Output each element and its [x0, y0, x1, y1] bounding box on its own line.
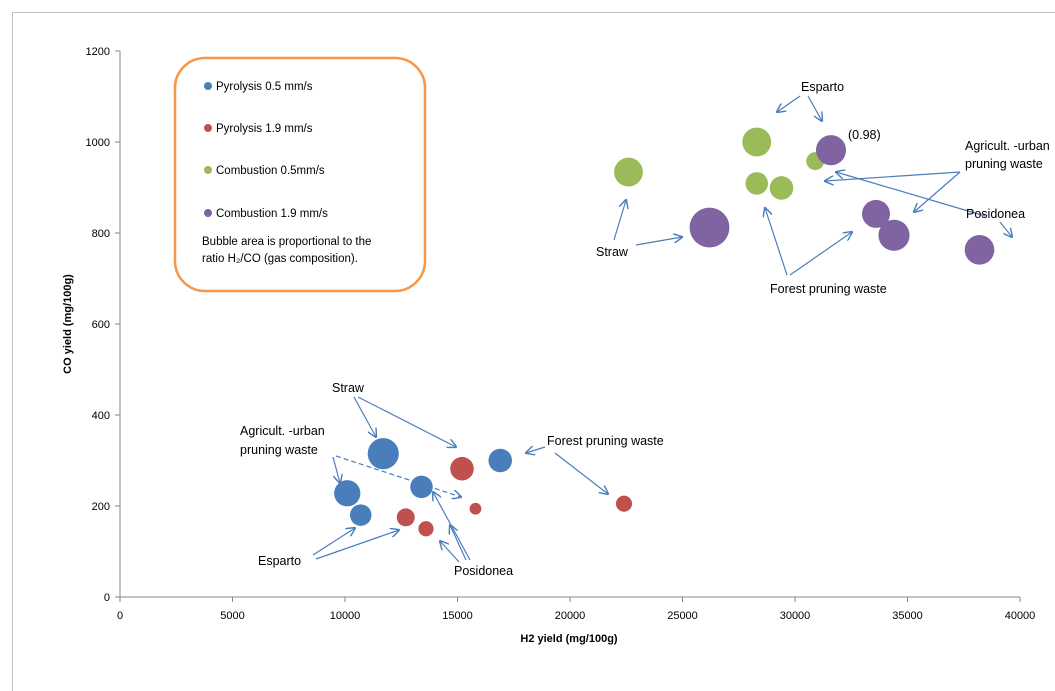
arrow-straw-top-1 — [613, 200, 626, 241]
bubble-series-1-point-4 — [615, 495, 633, 512]
y-tick-label: 1200 — [86, 46, 110, 58]
arrow-forest-top-1 — [765, 208, 788, 276]
y-tick-label: 600 — [92, 319, 110, 331]
y-tick-label: 1000 — [86, 137, 110, 149]
bubble-series-3-point-2 — [861, 199, 891, 228]
x-tick-label: 0 — [117, 610, 123, 622]
legend-marker-pyrolysis-05 — [204, 82, 212, 90]
legend-label-pyrolysis-19: Pyrolysis 1.9 mm/s — [216, 123, 313, 135]
arrow-esparto-bottom-2 — [315, 530, 399, 560]
arrow-agri-bottom-1 — [332, 456, 340, 483]
legend-marker-combustion-05 — [204, 166, 212, 174]
annotation-esparto-top: Esparto — [801, 80, 844, 94]
bubble-series-2-point-0 — [614, 157, 643, 187]
annotation-posidonea-top: Posidonea — [966, 207, 1025, 221]
legend-marker-combustion-19 — [204, 209, 212, 217]
annotation-forest-bottom: Forest pruning waste — [547, 434, 664, 448]
x-tick-label: 40000 — [1005, 610, 1036, 622]
bubble-series-3-point-4 — [964, 235, 995, 265]
annotation-straw-top: Straw — [596, 245, 629, 259]
bubble-series-0-point-2 — [350, 504, 372, 526]
arrow-posidonea-bottom-1 — [440, 541, 460, 563]
arrow-posidonea-top-2 — [999, 221, 1012, 237]
bubble-series-1-point-0 — [450, 456, 474, 481]
bubble-series-0-point-3 — [410, 475, 433, 499]
arrow-straw-bottom-1 — [353, 396, 376, 437]
y-tick-label: 800 — [92, 228, 110, 240]
annotation-ratio-098: (0.98) — [848, 128, 881, 142]
legend-box — [173, 56, 427, 293]
y-axis-title: CO yield (mg/100g) — [62, 274, 74, 374]
bubble-series-1-point-1 — [396, 508, 415, 527]
bubble-series-0-point-4 — [488, 448, 513, 473]
x-tick-label: 35000 — [892, 610, 923, 622]
annotations: Esparto (0.98) Agricult. -urban pruning … — [240, 80, 1053, 578]
arrow-straw-top-2 — [635, 237, 682, 246]
arrow-agri-bottom-2 — [335, 455, 461, 497]
bubble-series-0-point-0 — [367, 438, 399, 470]
bubbles — [334, 127, 995, 537]
arrow-forest-top-2 — [789, 232, 852, 276]
arrow-posidonea-bottom-3 — [433, 492, 471, 561]
bubble-series-2-point-3 — [769, 176, 794, 200]
x-tick-label: 5000 — [220, 610, 244, 622]
annotation-posidonea-bottom: Posidonea — [454, 564, 513, 578]
bubble-series-2-point-2 — [745, 172, 769, 195]
bubble-series-1-point-3 — [469, 502, 482, 515]
annotation-arrows — [312, 95, 1012, 563]
annotation-esparto-bottom: Esparto — [258, 554, 301, 568]
x-ticks: 0 5000 10000 15000 20000 25000 30000 35000 40000 — [117, 597, 1035, 622]
arrow-esparto-bottom-1 — [312, 528, 355, 556]
arrow-agri-top-1 — [825, 171, 961, 181]
legend-label-pyrolysis-05: Pyrolysis 0.5 mm/s — [216, 81, 313, 93]
y-tick-label: 200 — [92, 501, 110, 513]
arrow-esparto-top-1 — [777, 95, 801, 112]
chart-frame — [12, 12, 1055, 691]
bubble-series-3-point-0 — [689, 207, 730, 248]
x-tick-label: 25000 — [667, 610, 698, 622]
annotation-forest-top: Forest pruning waste — [770, 282, 887, 296]
legend-note: Bubble area is proportional to the ratio… — [202, 236, 375, 265]
x-tick-label: 15000 — [442, 610, 473, 622]
arrow-agri-top-2 — [914, 171, 961, 212]
annotation-straw-bottom: Straw — [332, 381, 365, 395]
x-tick-label: 30000 — [780, 610, 811, 622]
arrow-forest-bottom-1 — [526, 447, 546, 453]
arrow-posidonea-top-1 — [836, 172, 986, 217]
x-axis-title: H2 yield (mg/100g) — [520, 633, 618, 645]
legend-marker-pyrolysis-19 — [204, 124, 212, 132]
bubble-series-3-point-1 — [815, 135, 847, 166]
annotation-agri-bottom: Agricult. -urban pruning waste — [240, 424, 328, 457]
y-tick-label: 400 — [92, 410, 110, 422]
arrow-forest-bottom-2 — [554, 452, 608, 494]
bubble-series-2-point-1 — [742, 127, 772, 157]
bubble-series-3-point-3 — [878, 219, 910, 251]
legend-label-combustion-19: Combustion 1.9 mm/s — [216, 208, 328, 220]
legend-label-combustion-05: Combustion 0.5mm/s — [216, 165, 325, 177]
legend: Pyrolysis 0.5 mm/s Pyrolysis 1.9 mm/s Co… — [173, 56, 427, 293]
bubble-series-0-point-1 — [334, 480, 361, 507]
bubble-series-1-point-2 — [418, 521, 434, 537]
x-tick-label: 10000 — [330, 610, 361, 622]
y-ticks: 0 200 400 600 800 1000 1200 — [86, 46, 120, 604]
arrow-esparto-top-2 — [807, 95, 822, 121]
annotation-agri-top: Agricult. -urban pruning waste — [965, 139, 1053, 171]
arrow-posidonea-bottom-2 — [450, 525, 467, 561]
y-tick-label: 0 — [104, 592, 110, 604]
x-tick-label: 20000 — [555, 610, 586, 622]
arrow-straw-bottom-2 — [357, 396, 456, 447]
